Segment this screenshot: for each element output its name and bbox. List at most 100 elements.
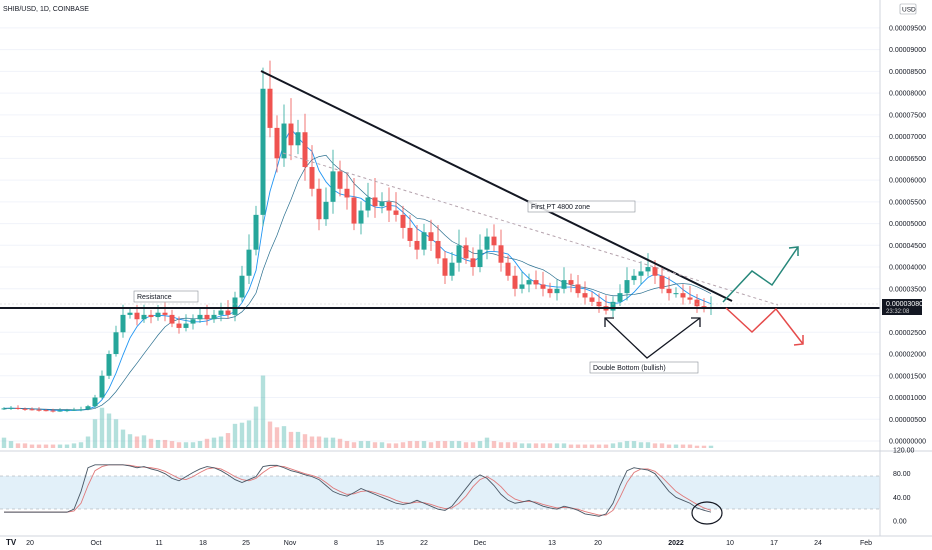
candle-body (687, 297, 693, 300)
candle-body (225, 310, 231, 315)
candle-body (43, 410, 49, 412)
candle-body (631, 275, 637, 281)
volume-bar (582, 444, 588, 448)
dashed-trendline[interactable] (282, 152, 779, 306)
candle-body (106, 354, 112, 376)
bullish-arrow[interactable] (722, 246, 799, 303)
price-tick-label: 0.00001000 (889, 395, 926, 402)
volume-bar (491, 441, 497, 448)
volume-bar (36, 444, 42, 448)
volume-bar (652, 443, 658, 448)
oversold-circle[interactable] (691, 501, 723, 525)
volume-bar (442, 441, 448, 448)
volume-bar (379, 442, 385, 448)
currency-button[interactable]: USD (899, 3, 917, 15)
time-tick-label: 2022 (668, 540, 684, 547)
candle-body (638, 271, 644, 276)
candle-body (407, 227, 413, 241)
volume-bar (8, 441, 14, 448)
volume-bar (183, 442, 189, 448)
volume-bar (666, 444, 672, 448)
descending-trendline[interactable] (260, 70, 733, 302)
double-bottom-callout[interactable]: Double Bottom (bullish) (589, 361, 699, 374)
price-tick-label: 0.00006500 (889, 156, 926, 163)
time-tick-label: 13 (548, 540, 556, 547)
candle-body (204, 314, 210, 320)
oscillator-axis[interactable]: 120.00 80.00 40.00 0.00 (893, 448, 915, 526)
candle-body (169, 314, 175, 324)
osc-tick-label: 0.00 (893, 519, 907, 526)
candle-body (358, 210, 364, 224)
candle-body (442, 258, 448, 276)
candle-body (295, 132, 301, 146)
candle-body (491, 236, 497, 246)
time-axis[interactable]: 20 Oct 11 18 25 Nov 8 15 22 Dec 13 20 2022 10 17 24 Feb (26, 540, 872, 547)
volume-bar (274, 427, 280, 448)
candle-body (484, 236, 490, 250)
candle-body (435, 240, 441, 259)
volume-bar (372, 442, 378, 448)
volume-bar (120, 429, 126, 448)
volume-bar (701, 445, 707, 448)
volume-bar (239, 422, 245, 448)
moving-averages (3, 127, 712, 411)
volume-bar (302, 434, 308, 448)
currency-label: USD (902, 7, 916, 14)
price-tick-label: 0.00008000 (889, 91, 926, 98)
candle-body (694, 299, 700, 307)
volume-bar (687, 444, 693, 448)
volume-bar (155, 439, 161, 448)
candle-body (414, 240, 420, 250)
first-pt-callout[interactable]: First PT 4800 zone (527, 200, 636, 213)
osc-tick-label: 80.00 (893, 471, 911, 478)
candle-body (519, 284, 525, 289)
volume-bar (428, 442, 434, 448)
candle-body (260, 88, 266, 215)
volume-bar (309, 436, 315, 448)
price-tick-label: 0.00003500 (889, 286, 926, 293)
volume-bar (547, 443, 553, 448)
resistance-callout[interactable]: Resistance (133, 290, 199, 303)
volume-bar (218, 436, 224, 448)
bearish-arrow[interactable] (725, 307, 804, 345)
double-bottom-label: Double Bottom (bullish) (593, 365, 666, 372)
price-tick-label: 0.00009500 (889, 25, 926, 32)
candle-body (386, 201, 392, 211)
double-bottom-arrows[interactable] (604, 317, 701, 359)
volume-bar (64, 444, 70, 448)
volume-bars (1, 375, 714, 448)
candle-body (183, 323, 189, 328)
candle-body (428, 232, 434, 241)
candle-body (547, 288, 553, 294)
volume-bar (568, 444, 574, 448)
volume-bar (561, 443, 567, 448)
volume-bar (673, 444, 679, 448)
volume-bar (15, 443, 21, 448)
volume-bar (589, 444, 595, 448)
volume-bar (344, 441, 350, 448)
volume-bar (78, 442, 84, 448)
time-tick-label: 10 (726, 540, 734, 547)
candle-body (372, 197, 378, 207)
candle-body (218, 310, 224, 315)
volume-bar (190, 442, 196, 448)
time-tick-label: 22 (420, 540, 428, 547)
tv-logo-icon[interactable]: TV (6, 538, 17, 547)
candle-body (533, 280, 539, 285)
volume-bar (148, 438, 154, 448)
candle-body (288, 123, 294, 146)
candle-body (554, 288, 560, 294)
bullish-arrowhead (788, 246, 799, 256)
price-axis[interactable]: 0.00009500 0.00009000 0.00008500 0.00008000… (889, 25, 926, 445)
price-tick-label: 0.00002000 (889, 352, 926, 359)
candle-body (267, 88, 273, 128)
candle-body (36, 409, 42, 411)
candle-body (526, 280, 532, 285)
time-tick-label: Dec (474, 540, 487, 547)
volume-bar (680, 444, 686, 448)
price-tick-label: 0.00000000 (889, 439, 926, 446)
volume-bar (267, 421, 273, 448)
stochastic-lines (4, 464, 712, 517)
candle-body (64, 410, 70, 412)
